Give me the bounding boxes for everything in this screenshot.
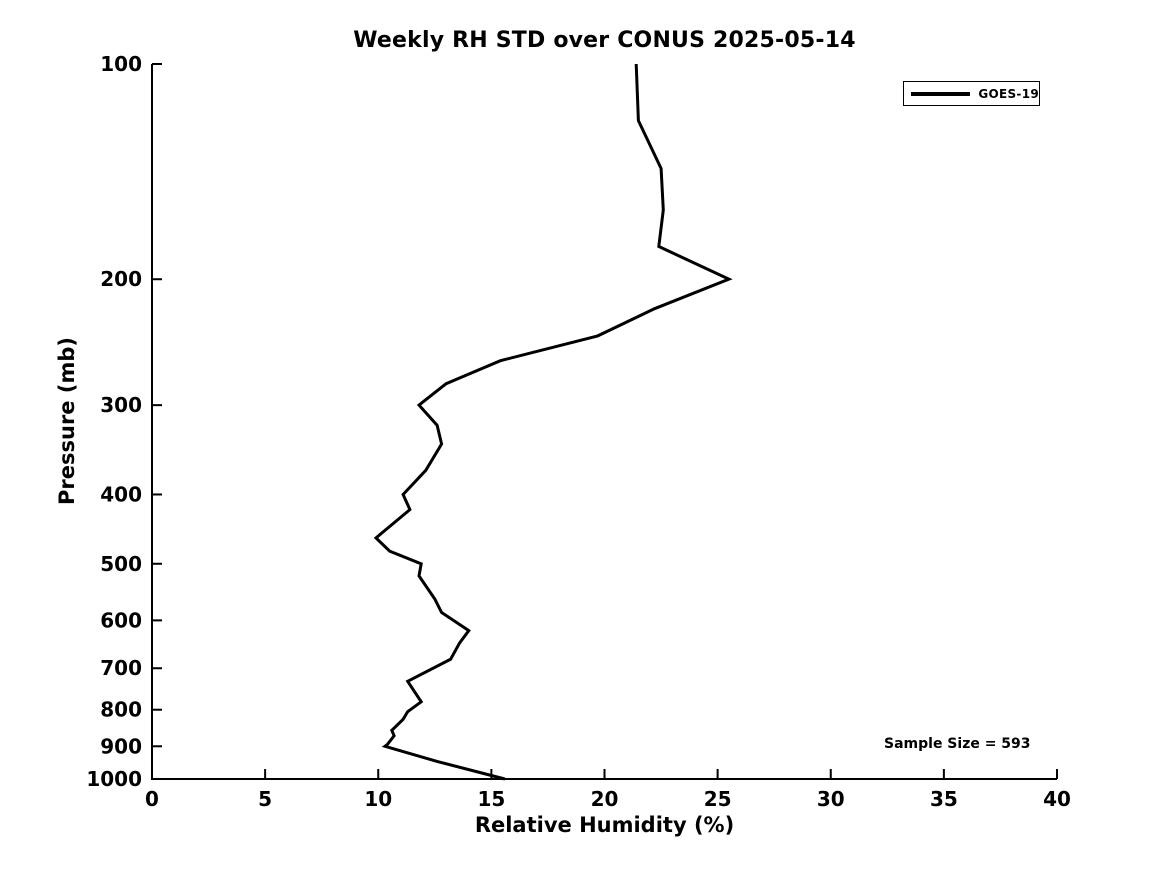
x-tick-label: 35 xyxy=(930,787,958,811)
chart-title: Weekly RH STD over CONUS 2025-05-14 xyxy=(353,28,856,53)
sample-size-annotation: Sample Size = 593 xyxy=(884,736,1031,752)
data-line-GOES-19 xyxy=(373,63,733,781)
x-tick-label: 0 xyxy=(145,787,159,811)
x-axis-label: Relative Humidity (%) xyxy=(474,813,735,837)
y-tick-label: 200 xyxy=(100,267,142,291)
y-tick-label: 700 xyxy=(100,656,142,680)
x-tick-label: 20 xyxy=(591,787,619,811)
x-tick-label: 30 xyxy=(817,787,845,811)
y-tick-label: 100 xyxy=(100,52,142,76)
x-tick-label: 5 xyxy=(258,787,272,811)
y-tick-label: 500 xyxy=(100,552,142,576)
x-tick-label: 40 xyxy=(1043,787,1071,811)
x-tick-label: 15 xyxy=(477,787,505,811)
x-tick-label: 25 xyxy=(704,787,732,811)
y-tick-label: 600 xyxy=(100,608,142,632)
legend: GOES-19 xyxy=(903,81,1040,106)
y-tick-label: 800 xyxy=(100,698,142,722)
y-tick-label: 300 xyxy=(100,393,142,417)
legend-series-label: GOES-19 xyxy=(978,86,1039,101)
y-tick-label: 900 xyxy=(100,734,142,758)
legend-line-sample xyxy=(911,91,971,96)
y-tick-label: 400 xyxy=(100,482,142,506)
x-tick-label: 10 xyxy=(364,787,392,811)
y-tick-label: 1000 xyxy=(86,767,142,791)
